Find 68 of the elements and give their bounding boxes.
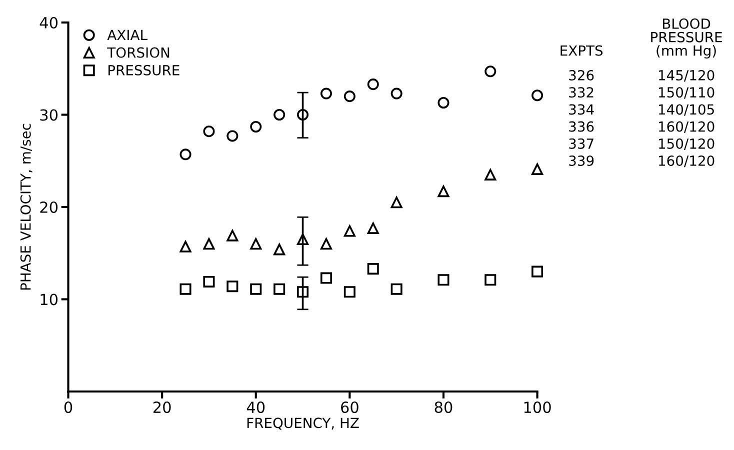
point xyxy=(438,186,450,198)
point xyxy=(320,272,332,284)
point xyxy=(226,130,238,142)
point xyxy=(438,274,450,286)
point xyxy=(344,90,356,102)
point xyxy=(180,240,192,252)
text: 150/120 xyxy=(658,138,714,150)
legend-label: AXIAL xyxy=(107,30,148,40)
text: 140/105 xyxy=(658,104,714,116)
point xyxy=(203,238,215,250)
x-tick-label: 80 xyxy=(434,401,452,414)
text: 326 xyxy=(569,70,594,80)
point xyxy=(250,283,262,295)
point xyxy=(532,90,544,102)
point xyxy=(250,120,262,133)
point xyxy=(320,88,332,100)
text: 336 xyxy=(569,121,594,132)
legend-label: PRESSURE xyxy=(108,64,180,76)
point xyxy=(484,274,496,286)
text: 145/120 xyxy=(658,70,714,82)
point xyxy=(297,286,309,298)
y-tick-label: 30 xyxy=(40,109,58,121)
text: BLOOD PRESSURE (mm Hg) xyxy=(651,18,722,58)
x-tick-label: 100 xyxy=(524,401,551,414)
point xyxy=(390,283,402,295)
point xyxy=(532,163,544,175)
text: EXPTS xyxy=(560,45,603,56)
point xyxy=(367,263,379,275)
point xyxy=(226,230,238,242)
point xyxy=(297,108,309,121)
text: 150/110 xyxy=(658,87,714,99)
y-tick-label: 40 xyxy=(40,16,58,29)
x-tick-label: 60 xyxy=(341,401,358,414)
point xyxy=(297,234,309,246)
text: 160/120 xyxy=(658,121,714,133)
point xyxy=(390,196,402,208)
point xyxy=(180,148,192,160)
y-axis-title: PHASE VELOCITY, m/sec xyxy=(20,124,32,290)
point xyxy=(484,66,496,78)
point xyxy=(274,283,286,295)
point xyxy=(344,225,356,237)
point xyxy=(438,96,450,109)
text: 339 xyxy=(569,155,594,166)
x-axis-title: FREQUENCY, HZ xyxy=(247,418,359,430)
x-tick-label: 40 xyxy=(246,401,265,414)
point xyxy=(226,280,238,292)
text: 332 xyxy=(569,87,594,98)
x-tick-label: 20 xyxy=(153,401,171,414)
point xyxy=(274,108,286,121)
point xyxy=(367,78,379,90)
text: 337 xyxy=(569,138,594,149)
point xyxy=(180,283,192,295)
point xyxy=(390,88,402,100)
point xyxy=(320,238,332,250)
point xyxy=(532,266,544,278)
point xyxy=(203,126,215,138)
point xyxy=(484,168,496,180)
y-tick-label: 10 xyxy=(40,294,58,306)
point xyxy=(274,244,286,256)
y-tick-label: 20 xyxy=(40,201,58,214)
point xyxy=(344,286,356,298)
text: 334 xyxy=(569,104,594,115)
text: 160/120 xyxy=(658,155,714,168)
point xyxy=(367,222,379,234)
point xyxy=(203,276,215,288)
point xyxy=(250,238,262,250)
x-tick-label: 0 xyxy=(64,401,72,414)
legend-label: TORSION xyxy=(107,47,170,58)
